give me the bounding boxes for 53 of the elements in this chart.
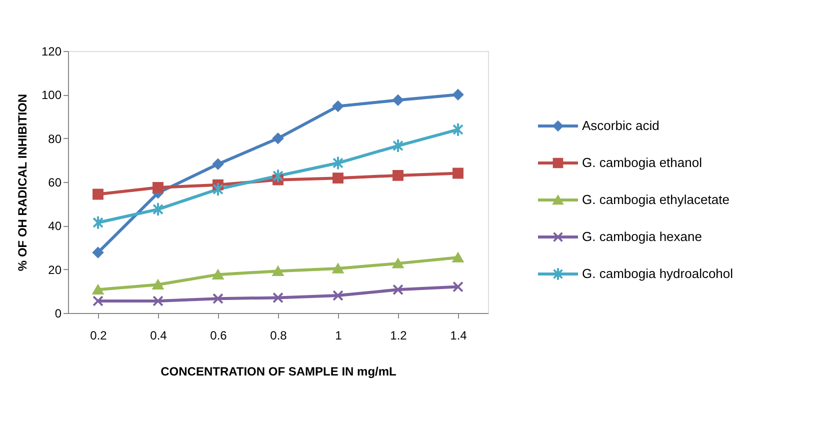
y-tick-label: 40 — [48, 219, 62, 234]
point — [332, 156, 344, 170]
point — [272, 266, 284, 276]
point — [452, 122, 464, 137]
point — [92, 247, 104, 258]
point — [152, 202, 164, 217]
legend-label: G. cambogia hydroalcohol — [582, 266, 734, 281]
legend-label: Ascorbic acid — [582, 118, 660, 133]
legend-label: G. cambogia hexane — [582, 229, 702, 244]
y-tick-label: 0 — [54, 306, 62, 320]
point — [212, 182, 224, 196]
y-tick-label: 80 — [48, 132, 62, 146]
point — [392, 258, 404, 268]
x-axis-title: CONCENTRATION OF SAMPLE IN mg/mL — [160, 364, 396, 378]
point — [392, 284, 404, 296]
point — [152, 182, 164, 193]
y-tick-label: 100 — [41, 88, 62, 102]
point — [452, 89, 464, 100]
point — [392, 94, 404, 106]
legend-label: G. cambogia ethylacetate — [582, 192, 730, 207]
point — [152, 296, 164, 306]
x-tick-label: 0.8 — [270, 328, 288, 342]
legend-label: G. cambogia ethanol — [582, 155, 702, 170]
y-axis-title: % OF OH RADICAL INHIBITION — [15, 94, 30, 272]
x-tick-label: 1.2 — [390, 328, 408, 342]
y-tick-label: 60 — [48, 176, 62, 190]
y-tick-label: 20 — [48, 262, 62, 277]
point — [332, 290, 344, 302]
point — [272, 292, 284, 304]
point — [212, 293, 224, 304]
point — [332, 264, 344, 274]
point — [212, 158, 224, 170]
x-tick-label: 0.4 — [150, 328, 168, 342]
point — [272, 168, 284, 184]
x-tick-label: 0.2 — [90, 328, 108, 342]
x-tick-label: 1.4 — [450, 328, 468, 342]
point — [452, 281, 464, 292]
point — [452, 168, 464, 179]
point — [92, 215, 104, 230]
point — [152, 280, 164, 290]
y-tick-label: 120 — [41, 44, 62, 58]
point — [452, 252, 464, 262]
point — [212, 270, 224, 280]
x-tick-label: 1 — [335, 328, 342, 342]
point — [392, 170, 404, 181]
point — [92, 284, 104, 295]
point — [332, 100, 344, 112]
point — [92, 188, 104, 200]
point — [332, 172, 344, 184]
x-tick-label: 0.6 — [210, 328, 228, 342]
point — [392, 138, 404, 154]
point — [92, 296, 104, 306]
point — [272, 132, 284, 144]
